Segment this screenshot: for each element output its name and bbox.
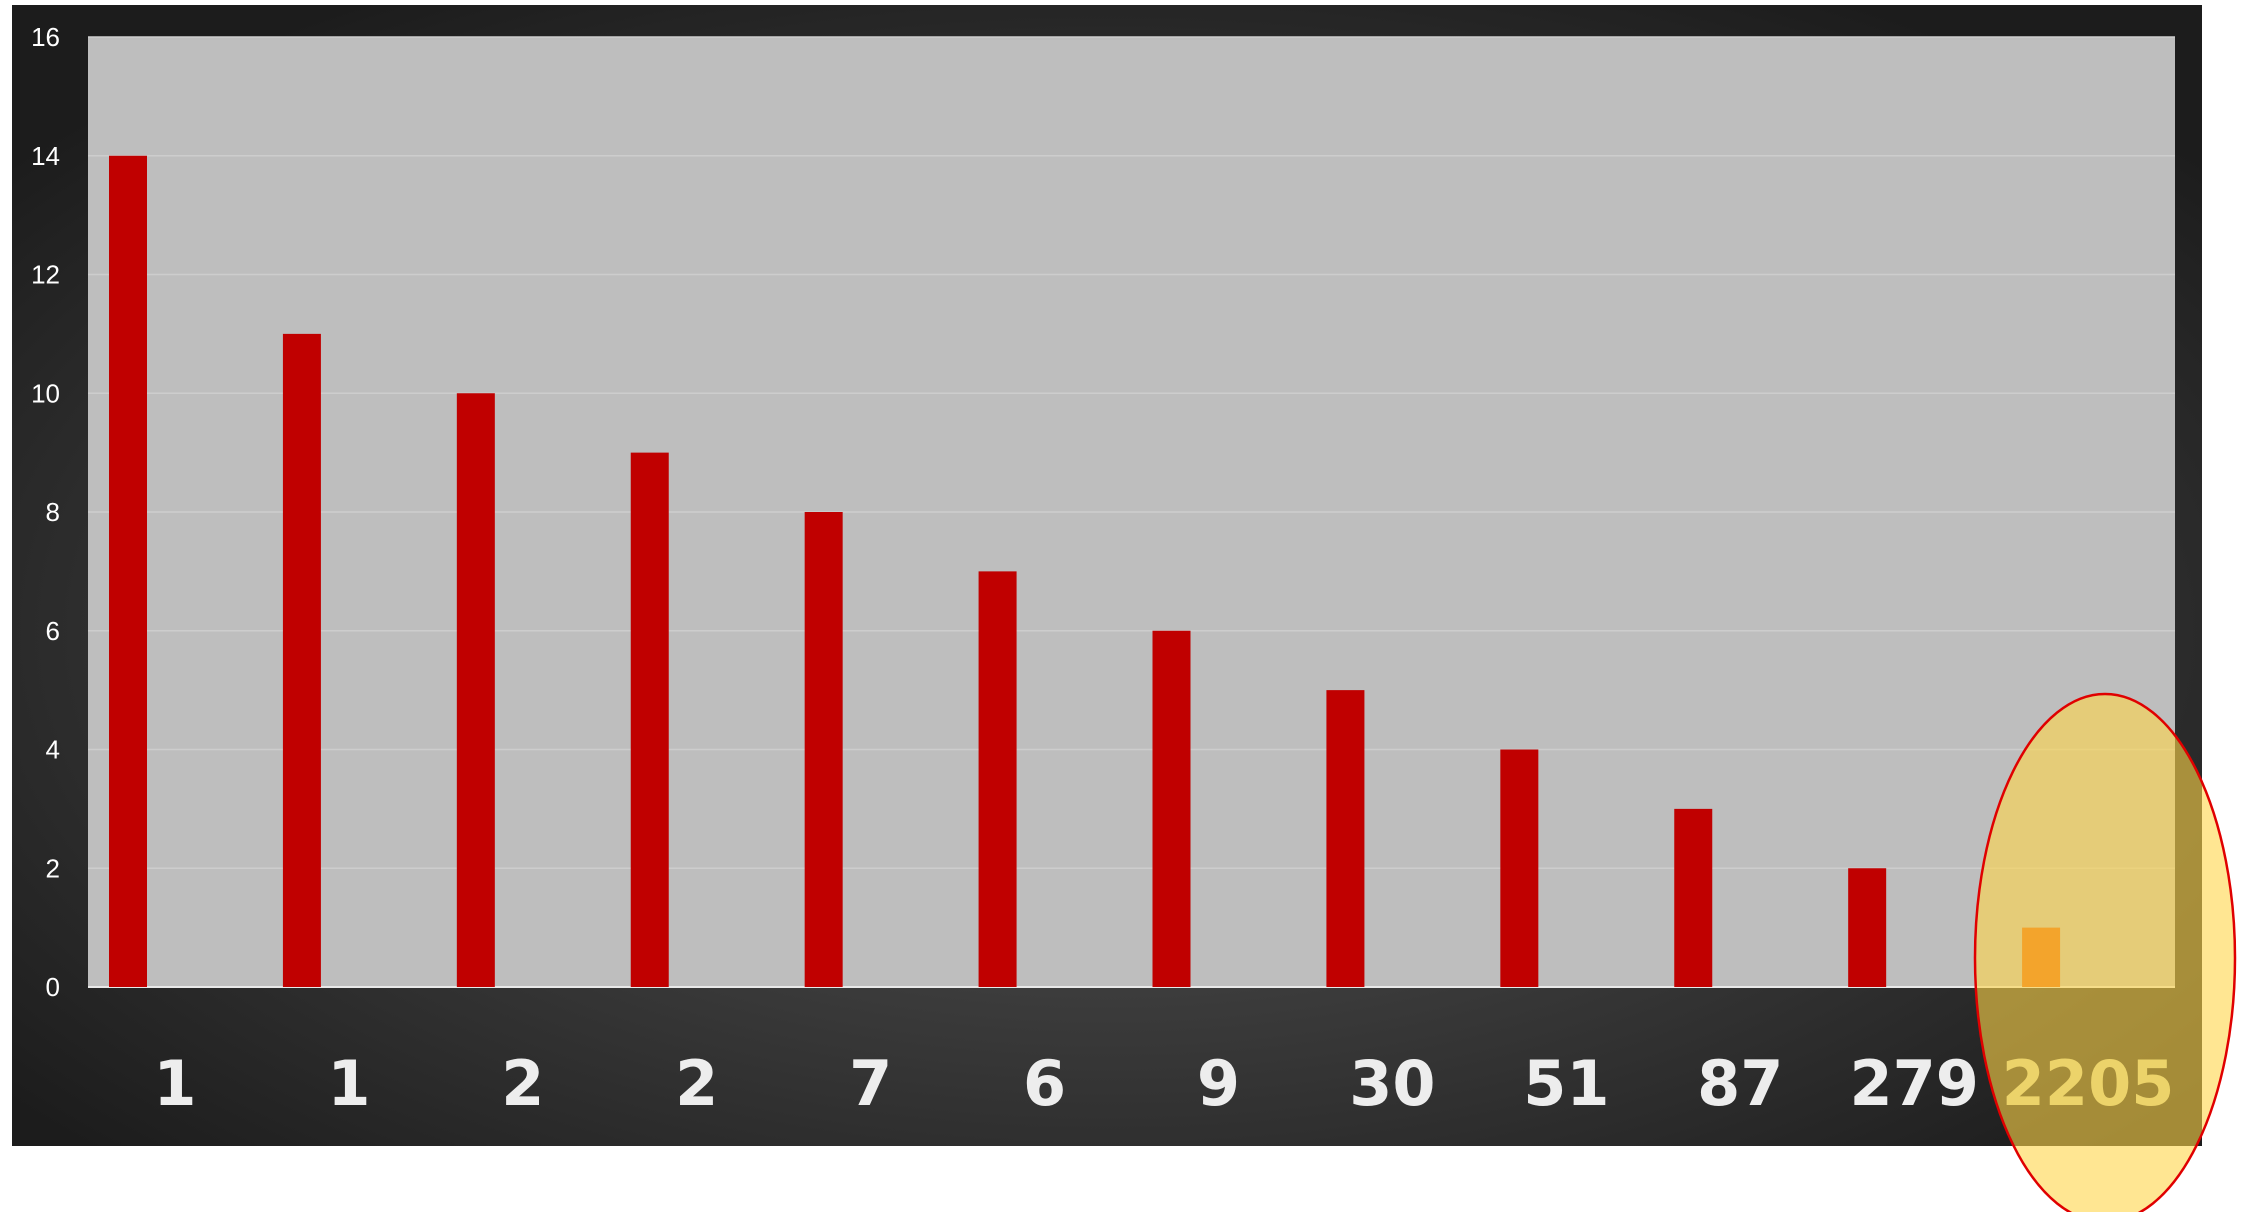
highlight-ellipse <box>1973 692 2237 1212</box>
x-category-label: 7 <box>849 1047 892 1120</box>
x-category-label: 2 <box>675 1047 718 1120</box>
bar <box>1500 749 1539 987</box>
x-category-label: 1 <box>153 1047 196 1120</box>
y-tick-label: 2 <box>46 853 60 883</box>
x-category-label: 30 <box>1349 1047 1435 1120</box>
y-tick-label: 16 <box>31 22 60 52</box>
bar <box>1326 690 1365 987</box>
bar <box>630 452 669 987</box>
bar <box>109 155 147 987</box>
y-tick-label: 6 <box>46 616 60 646</box>
bar <box>1674 808 1713 987</box>
bar <box>456 393 495 987</box>
y-tick-label: 8 <box>46 497 60 527</box>
y-tick-label: 14 <box>31 141 60 171</box>
x-category-label: 51 <box>1523 1047 1609 1120</box>
bar <box>804 512 843 987</box>
gridlines <box>88 36 2175 869</box>
bar <box>1848 868 1887 987</box>
x-category-label: 1 <box>327 1047 370 1120</box>
x-axis-labels: 1 1 2 2 7 6 9 30 51 87 279 2205 <box>153 1047 2174 1120</box>
y-tick-label: 12 <box>31 260 60 290</box>
y-axis-ticks: 0 2 4 6 8 10 12 14 16 <box>31 22 60 1002</box>
x-category-label: 9 <box>1197 1047 1240 1120</box>
x-category-label: 2 <box>501 1047 544 1120</box>
y-tick-label: 10 <box>31 378 60 408</box>
bar <box>282 333 321 987</box>
x-category-label: 6 <box>1023 1047 1066 1120</box>
bar <box>978 571 1017 987</box>
bars <box>109 155 2061 987</box>
x-category-label: 87 <box>1697 1047 1783 1120</box>
x-category-label: 279 <box>1849 1047 1978 1120</box>
x-category-label: 2205 <box>2002 1047 2175 1120</box>
bar <box>1152 630 1191 987</box>
y-tick-label: 4 <box>46 735 60 765</box>
y-tick-label: 0 <box>46 972 60 1002</box>
